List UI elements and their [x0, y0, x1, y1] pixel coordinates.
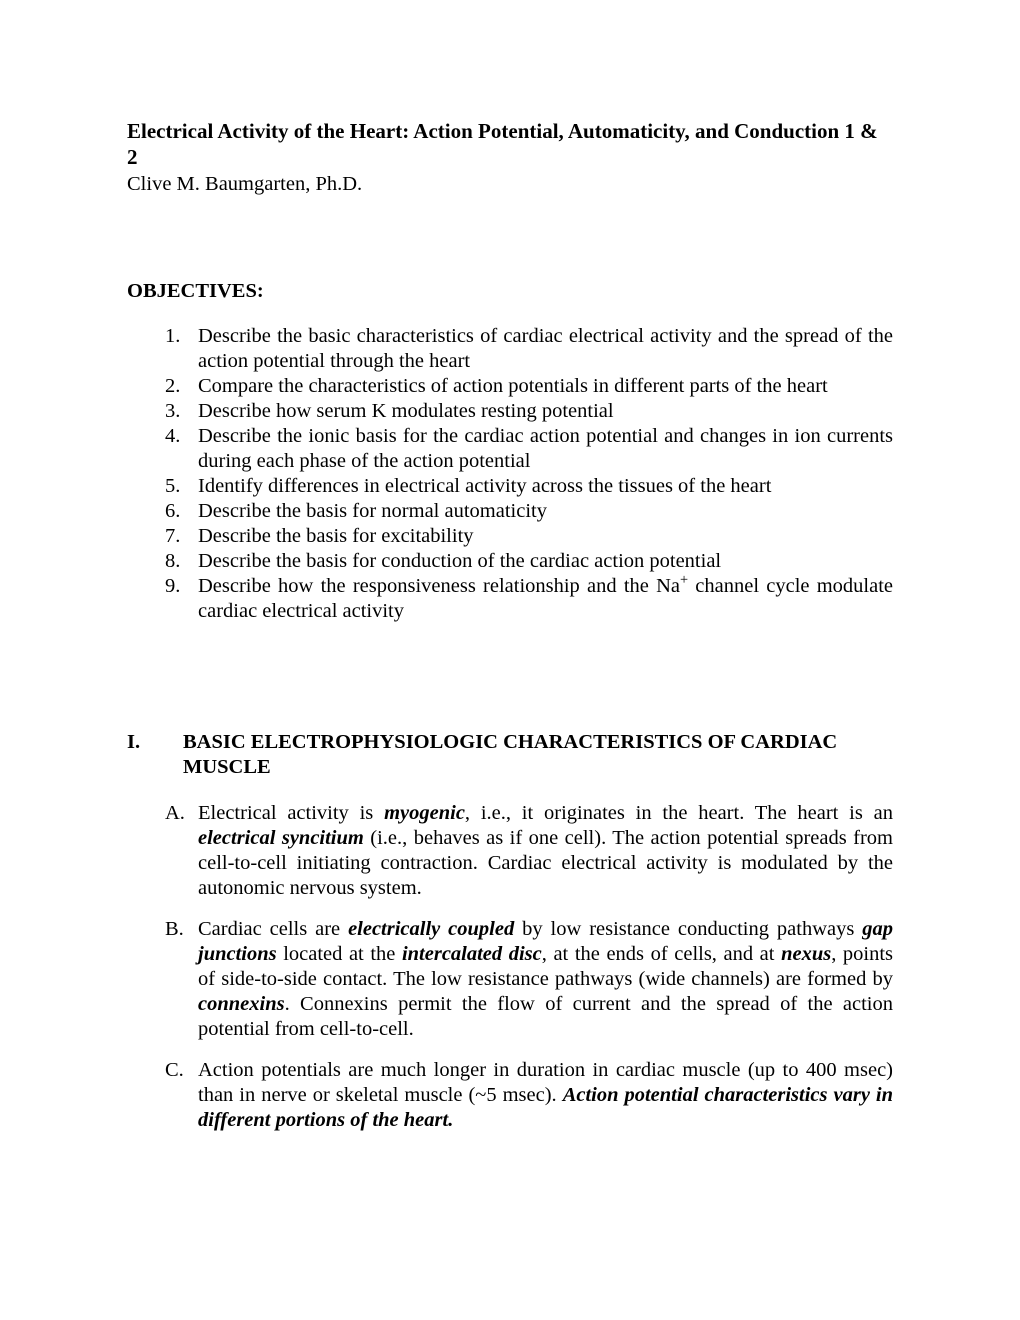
objective-text: Describe how the responsiveness relation…: [198, 575, 893, 622]
body-text: Electrical activity is myogenic, i.e., i…: [198, 802, 893, 899]
body-text: Action potentials are much longer in dur…: [198, 1059, 893, 1131]
document-title: Electrical Activity of the Heart: Action…: [127, 118, 893, 171]
body-item-a: A. Electrical activity is myogenic, i.e.…: [165, 801, 893, 901]
list-letter: C.: [165, 1058, 184, 1083]
objective-item: 8. Describe the basis for conduction of t…: [165, 549, 893, 574]
objective-text: Describe the basic characteristics of ca…: [198, 325, 893, 372]
list-letter: B.: [165, 917, 184, 942]
list-number: 6.: [165, 499, 180, 524]
objective-item: 2. Compare the characteristics of action …: [165, 374, 893, 399]
body-item-c: C. Action potentials are much longer in …: [165, 1058, 893, 1133]
emphasis: intercalated disc: [402, 943, 542, 965]
body-text: Cardiac cells are electrically coupled b…: [198, 918, 893, 1040]
list-number: 5.: [165, 474, 180, 499]
list-number: 1.: [165, 324, 180, 349]
emphasis: nexus: [781, 943, 831, 965]
document-author: Clive M. Baumgarten, Ph.D.: [127, 173, 893, 196]
objective-item: 1. Describe the basic characteristics of …: [165, 324, 893, 374]
objective-text: Describe the basis for excitability: [198, 525, 474, 547]
objective-text: Describe the basis for normal automatici…: [198, 500, 547, 522]
list-number: 2.: [165, 374, 180, 399]
objective-item: 6. Describe the basis for normal automati…: [165, 499, 893, 524]
list-number: 4.: [165, 424, 180, 449]
objective-item: 7. Describe the basis for excitability: [165, 524, 893, 549]
objective-item: 9. Describe how the responsiveness relati…: [165, 574, 893, 624]
emphasis: electrical syncitium: [198, 827, 364, 849]
objective-text: Describe the basis for conduction of the…: [198, 550, 721, 572]
objective-item: 4. Describe the ionic basis for the cardi…: [165, 424, 893, 474]
objective-text: Compare the characteristics of action po…: [198, 375, 828, 397]
section-body-list: A. Electrical activity is myogenic, i.e.…: [165, 801, 893, 1133]
list-number: 3.: [165, 399, 180, 424]
list-letter: A.: [165, 801, 185, 826]
objective-item: 3. Describe how serum K modulates resting…: [165, 399, 893, 424]
objective-text: Describe how serum K modulates resting p…: [198, 400, 614, 422]
list-number: 7.: [165, 524, 180, 549]
body-item-b: B. Cardiac cells are electrically couple…: [165, 917, 893, 1042]
section-roman: I.: [127, 730, 183, 780]
objectives-list: 1. Describe the basic characteristics of …: [165, 324, 893, 624]
objective-text: Identify differences in electrical activ…: [198, 475, 771, 497]
section-heading: I. BASIC ELECTROPHYSIOLOGIC CHARACTERIST…: [127, 730, 893, 780]
objectives-heading: OBJECTIVES:: [127, 280, 893, 303]
emphasis: myogenic: [384, 802, 465, 824]
emphasis: electrically coupled: [348, 918, 514, 940]
objective-item: 5. Identify differences in electrical act…: [165, 474, 893, 499]
objective-text: Describe the ionic basis for the cardiac…: [198, 425, 893, 472]
list-number: 8.: [165, 549, 180, 574]
emphasis: connexins: [198, 993, 285, 1015]
list-number: 9.: [165, 574, 180, 599]
section-heading-text: BASIC ELECTROPHYSIOLOGIC CHARACTERISTICS…: [183, 730, 893, 780]
